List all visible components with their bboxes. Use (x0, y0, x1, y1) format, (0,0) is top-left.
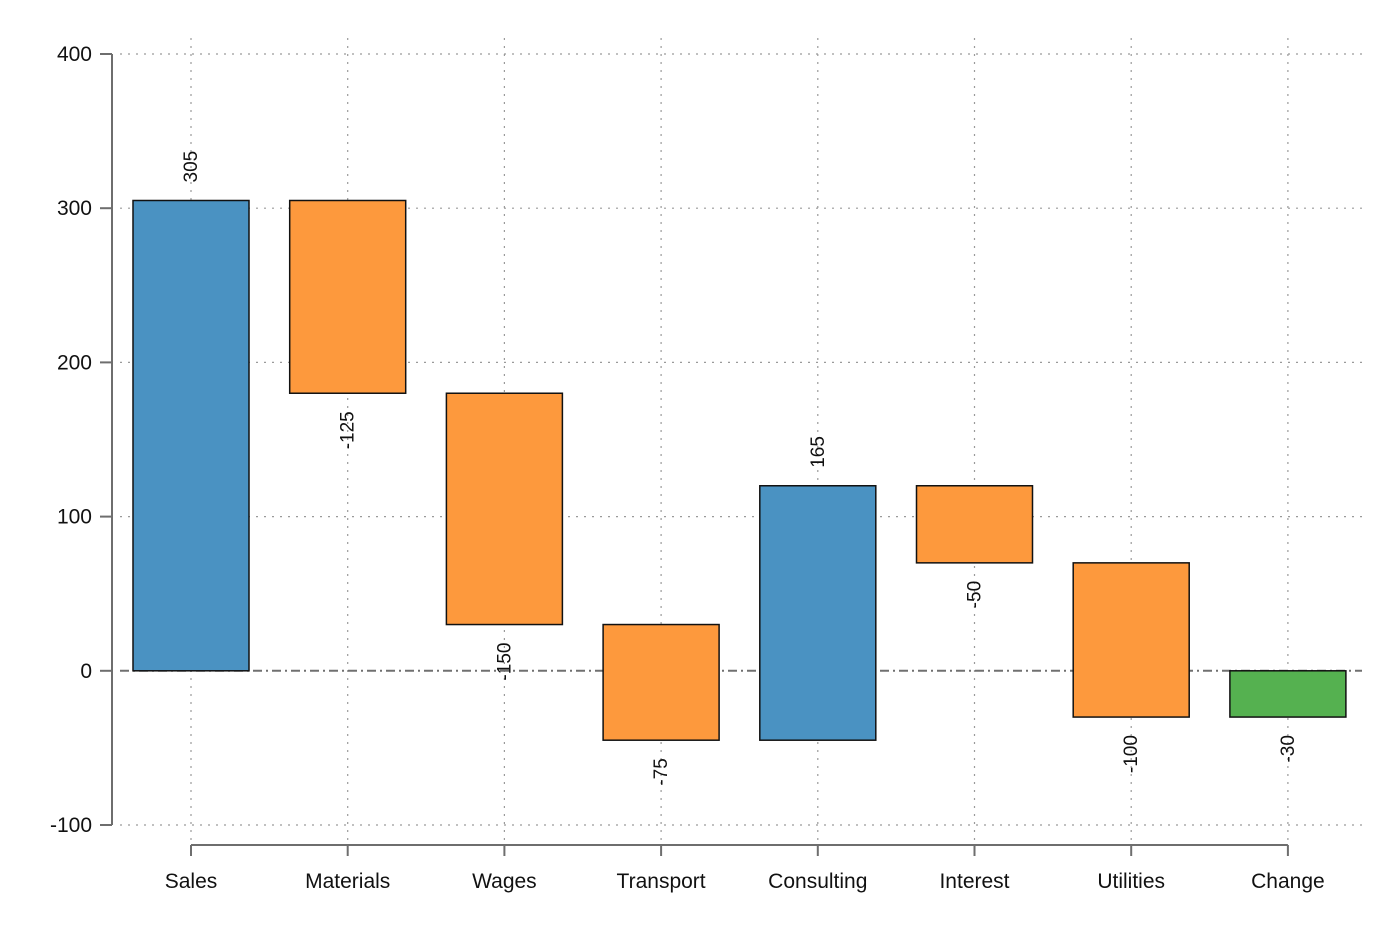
axis-layer: -100 0 100 200 300 400 Sales Materials Wages Tran… (50, 43, 1325, 893)
bar-utilities (1072, 562, 1190, 718)
bar-change (1229, 670, 1347, 718)
x-tick-label-interest: Interest (939, 870, 1009, 893)
y-tick-label: 400 (57, 43, 92, 66)
data-label-change: -30 (1278, 735, 1299, 762)
bar-interest (915, 485, 1034, 564)
data-label-layer: 305 -125 -150 -75 165 -50 -100 -30 (181, 151, 1299, 786)
data-label-interest: -50 (965, 581, 986, 608)
y-tick-label: 300 (57, 197, 92, 220)
y-tick-label: -100 (50, 814, 92, 837)
data-label-sales: 305 (181, 151, 202, 183)
data-label-consulting: 165 (808, 436, 829, 468)
y-tick-label: 0 (80, 660, 92, 683)
x-tick-label-transport: Transport (617, 870, 706, 893)
x-tick-label-utilities: Utilities (1097, 870, 1165, 893)
data-label-utilities: -100 (1121, 735, 1142, 773)
bar-materials (288, 199, 407, 394)
bar-consulting (759, 485, 877, 741)
x-tick-label-change: Change (1251, 870, 1325, 893)
x-tick-label-sales: Sales (165, 870, 218, 893)
x-tick-label-consulting: Consulting (768, 870, 867, 893)
data-label-wages: -150 (494, 643, 515, 681)
bar-layer (132, 199, 1347, 741)
data-label-materials: -125 (338, 411, 359, 449)
x-tick-label-materials: Materials (305, 870, 390, 893)
bar-wages (445, 392, 564, 626)
bar-sales (132, 199, 250, 672)
x-tick-label-wages: Wages (472, 870, 537, 893)
grid-layer (120, 38, 1362, 843)
y-tick-label: 200 (57, 351, 92, 374)
data-label-transport: -75 (651, 758, 672, 785)
bar-transport (602, 623, 720, 741)
y-tick-label: 100 (57, 506, 92, 529)
